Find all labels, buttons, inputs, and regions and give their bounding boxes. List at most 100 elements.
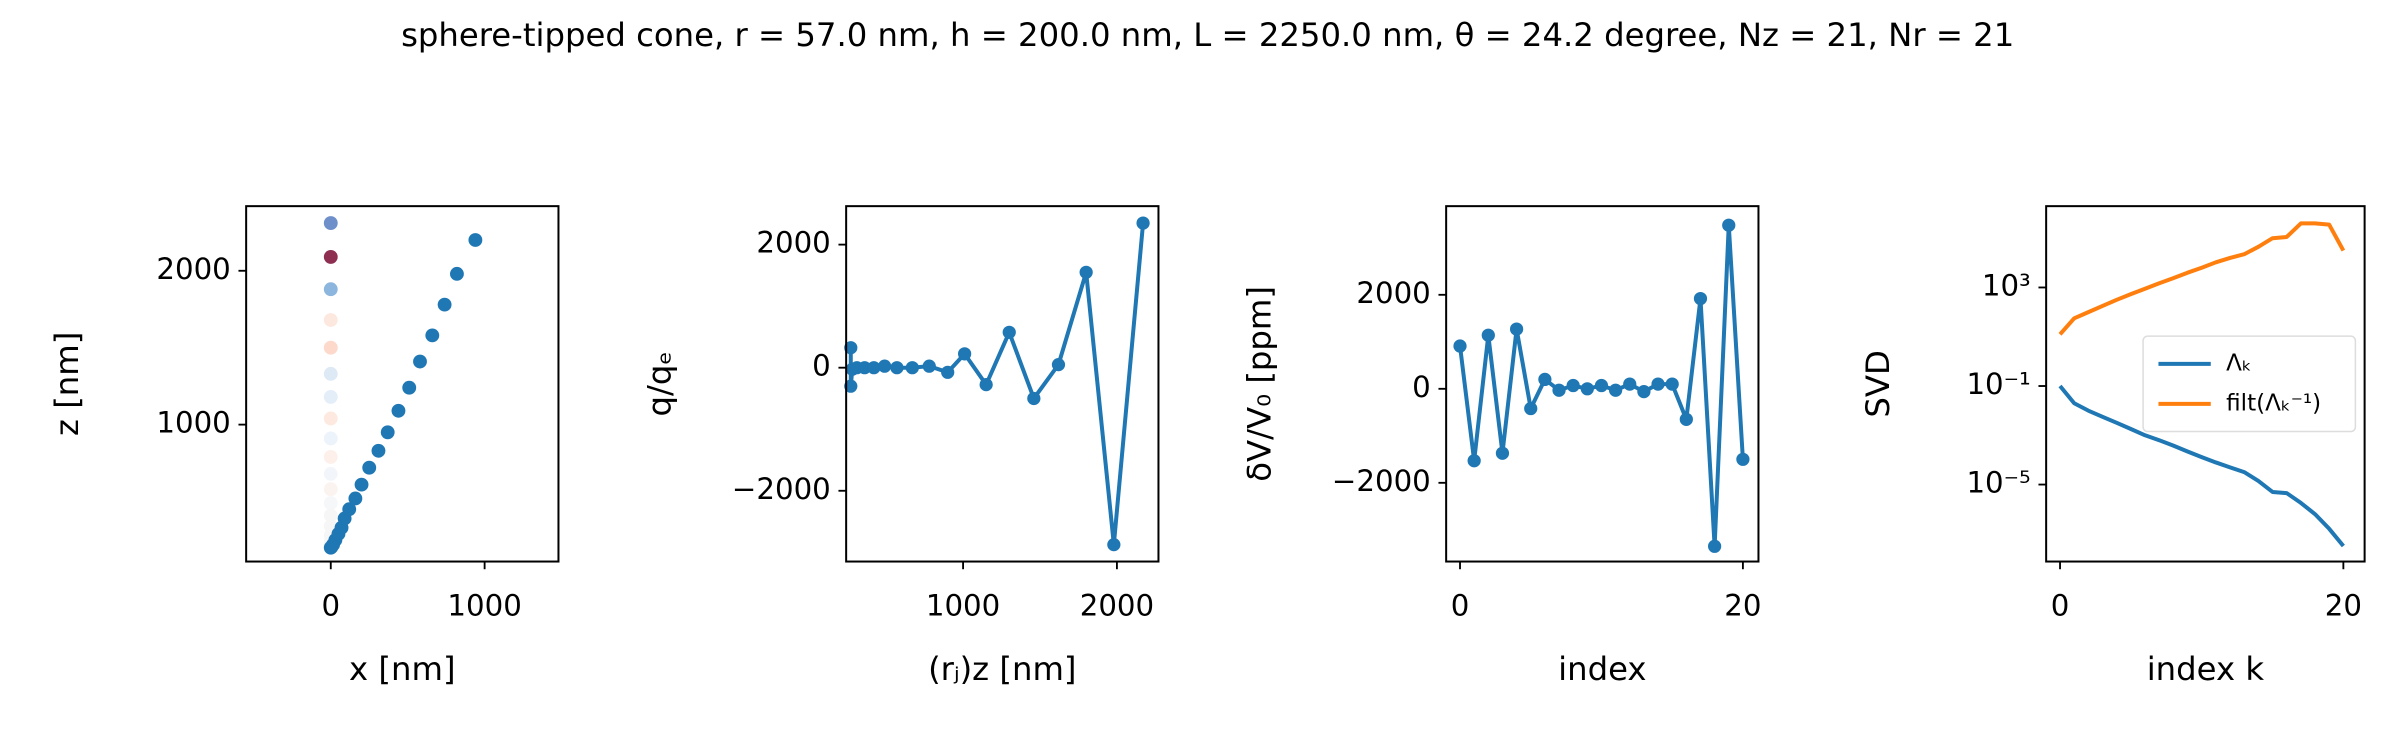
y-axis-label: δV/V₀ [ppm]	[1241, 286, 1279, 482]
marker	[941, 365, 955, 379]
x-tick-label: 0	[321, 589, 340, 623]
marker	[1566, 378, 1580, 393]
point	[391, 403, 406, 418]
point	[323, 366, 338, 381]
y-axis-label: z [nm]	[48, 332, 86, 436]
marker	[1002, 325, 1016, 339]
y-tick-label: 10⁻⁵	[1966, 466, 2030, 500]
point	[323, 216, 338, 230]
axes-frame	[245, 205, 560, 563]
marker	[1722, 218, 1736, 232]
marker	[1136, 216, 1150, 230]
x-tick-label: 20	[2325, 589, 2362, 623]
marker	[878, 359, 892, 373]
x-tick-label: 2000	[1080, 589, 1154, 623]
y-tick-label: 0	[1412, 370, 1431, 404]
marker	[1495, 446, 1510, 460]
y-tick-label: 1000	[156, 406, 230, 440]
marker	[1509, 322, 1524, 336]
point	[323, 390, 338, 404]
point	[362, 460, 377, 475]
x-axis-label: index k	[2147, 650, 2265, 688]
y-tick-label: 2000	[756, 226, 830, 260]
marker	[905, 361, 919, 375]
marker	[1079, 265, 1093, 279]
marker	[1608, 383, 1623, 397]
point	[323, 411, 338, 426]
axes-frame	[1445, 205, 1760, 563]
point	[468, 233, 483, 247]
x-axis-label: (rⱼ)z [nm]	[928, 650, 1076, 688]
point	[323, 250, 338, 264]
x-tick-label: 20	[1724, 589, 1761, 623]
legend-label: filt(Λₖ⁻¹)	[2226, 390, 2321, 416]
legend-label: Λₖ	[2226, 350, 2252, 376]
marker	[1679, 412, 1693, 426]
point	[348, 491, 363, 506]
point	[402, 380, 417, 395]
marker	[844, 341, 858, 355]
point	[450, 266, 464, 281]
axes-frame	[845, 205, 1160, 563]
point	[413, 354, 427, 369]
marker	[1623, 377, 1637, 391]
y-tick-label: 10³	[1982, 268, 2031, 302]
x-tick-label: 0	[2051, 589, 2070, 623]
subplot: 0 20 10⁻⁵ 10⁻¹ 10³ index k SVD Λₖ filt(Λₖ⁻¹)	[1859, 205, 2366, 688]
marker	[1524, 401, 1538, 416]
x-tick-label: 1000	[926, 589, 1000, 623]
marker	[1651, 377, 1665, 391]
point	[323, 450, 338, 464]
y-tick-label: 0	[812, 349, 831, 383]
y-axis-label: SVD	[1859, 350, 1897, 417]
y-tick-label: 10⁻¹	[1966, 367, 2030, 401]
line	[2058, 384, 2345, 548]
marker	[1665, 377, 1679, 391]
marker	[858, 361, 872, 375]
marker	[1707, 539, 1722, 553]
legend-frame	[2142, 335, 2357, 433]
y-axis-label: q/qₑ	[641, 351, 679, 416]
y-tick-label: −2000	[732, 472, 831, 506]
marker	[867, 361, 881, 375]
point	[371, 443, 386, 458]
marker	[979, 378, 993, 392]
subplot: 0 1000 1000 2000 x [nm] z [nm]	[48, 205, 560, 688]
point	[323, 496, 338, 510]
marker	[1107, 538, 1121, 552]
marker	[1538, 372, 1552, 387]
marker	[1481, 328, 1495, 342]
point	[323, 482, 338, 497]
x-tick-label: 0	[1451, 589, 1470, 623]
point	[323, 431, 338, 446]
point	[380, 425, 395, 440]
subplot: 0 20 −2000 0 2000 index δV/V₀ [ppm]	[1241, 205, 1761, 688]
point	[354, 477, 369, 492]
point	[425, 328, 440, 343]
marker	[844, 379, 858, 393]
axes-frame	[2045, 205, 2366, 563]
marker	[1594, 378, 1609, 393]
marker	[1051, 358, 1066, 372]
point	[437, 297, 452, 312]
y-tick-label: 2000	[156, 252, 230, 286]
marker	[1467, 454, 1481, 468]
x-tick-label: 1000	[447, 589, 521, 623]
figure-title: sphere-tipped cone, r = 57.0 nm, h = 200…	[401, 16, 2014, 54]
point	[323, 508, 338, 523]
y-tick-label: 2000	[1356, 276, 1430, 310]
marker	[922, 359, 936, 373]
marker	[1693, 291, 1708, 306]
line	[2058, 221, 2346, 336]
marker	[890, 361, 904, 375]
marker	[1736, 452, 1750, 466]
point	[323, 282, 338, 297]
point	[323, 466, 338, 481]
point	[342, 502, 357, 517]
y-tick-label: −2000	[1332, 464, 1431, 498]
marker	[1453, 339, 1467, 353]
